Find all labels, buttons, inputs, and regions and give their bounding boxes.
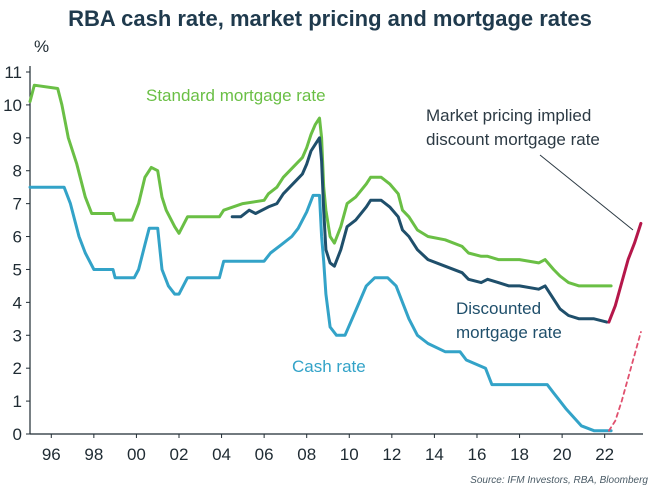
x-tick-label: 98 bbox=[84, 445, 103, 464]
market-pricing-label-line1: Market pricing implied bbox=[426, 106, 591, 125]
y-tick-label: 2 bbox=[13, 359, 22, 378]
discounted-mortgage-rate-label-line2: mortgage rate bbox=[456, 323, 562, 342]
x-tick-label: 00 bbox=[127, 445, 146, 464]
x-tick-label: 08 bbox=[297, 445, 316, 464]
y-tick-label: 6 bbox=[13, 228, 22, 247]
y-tick-label: 8 bbox=[13, 162, 22, 181]
x-tick-label: 06 bbox=[255, 445, 274, 464]
y-tick-label: 4 bbox=[13, 293, 22, 312]
series-line-market-pricing-implied-discount-mortgage-rate bbox=[607, 221, 643, 324]
y-tick-label: 10 bbox=[3, 96, 22, 115]
y-axis-unit-label: % bbox=[34, 37, 49, 56]
y-tick-label: 3 bbox=[13, 326, 22, 345]
y-tick-label: 0 bbox=[13, 425, 22, 444]
cash-rate-label: Cash rate bbox=[292, 357, 366, 376]
y-tick-label: 9 bbox=[13, 129, 22, 148]
source-note: Source: IFM Investors, RBA, Bloomberg bbox=[470, 475, 648, 486]
x-tick-label: 20 bbox=[553, 445, 572, 464]
x-tick-label: 22 bbox=[595, 445, 614, 464]
x-tick-label: 12 bbox=[382, 445, 401, 464]
series-line-market-pricing-cash-rate bbox=[608, 331, 642, 432]
y-tick-label: 7 bbox=[13, 195, 22, 214]
x-tick-label: 14 bbox=[425, 445, 444, 464]
series-line-standard-mortgage-rate bbox=[28, 83, 613, 288]
series-line-discounted-mortgage-rate bbox=[230, 136, 609, 324]
y-tick-label: 5 bbox=[13, 260, 22, 279]
chart-title: RBA cash rate, market pricing and mortga… bbox=[68, 6, 592, 31]
discounted-mortgage-rate-label-line1: Discounted bbox=[456, 299, 541, 318]
market-pricing-leader-line bbox=[539, 154, 634, 231]
y-tick-label: 1 bbox=[13, 392, 22, 411]
x-tick-label: 02 bbox=[170, 445, 189, 464]
market-pricing-label-line2: discount mortgage rate bbox=[426, 130, 600, 149]
y-tick-label: 11 bbox=[4, 63, 22, 82]
x-tick-label: 10 bbox=[340, 445, 359, 464]
series-line-cash-rate bbox=[28, 185, 613, 433]
x-tick-label: 18 bbox=[510, 445, 529, 464]
annotation-layer: % Standard mortgage rate Market pricing … bbox=[34, 37, 634, 376]
x-tick-label: 96 bbox=[42, 445, 61, 464]
x-tick-label: 16 bbox=[468, 445, 487, 464]
x-tick-label: 04 bbox=[212, 445, 231, 464]
standard-mortgage-rate-label: Standard mortgage rate bbox=[146, 86, 326, 105]
series-layer bbox=[28, 83, 643, 433]
